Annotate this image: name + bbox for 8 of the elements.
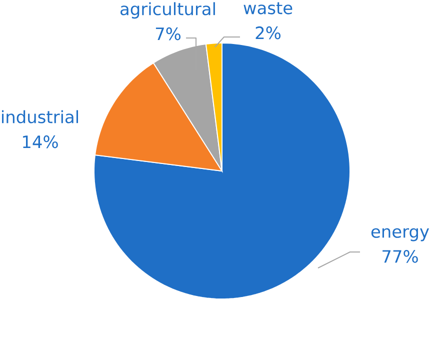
- data-label: 7%: [156, 27, 180, 40]
- slice-label: energy: [371, 228, 430, 242]
- slice-label: waste: [244, 2, 292, 14]
- slice-label: industrial: [2, 110, 78, 124]
- data-label: 14%: [23, 135, 58, 148]
- slice-label: agricultural: [120, 2, 215, 19]
- data-label: 2%: [256, 26, 280, 40]
- data-label: 77%: [382, 250, 418, 263]
